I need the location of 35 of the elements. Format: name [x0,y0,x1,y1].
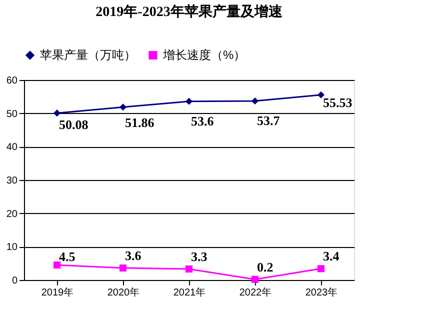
data-label: 3.3 [191,249,208,264]
x-tick-label: 2019年 [41,286,74,298]
data-label: 3.6 [125,248,142,263]
point [251,97,259,105]
legend-label: 苹果产量（万吨） [40,48,136,62]
data-label: 55.53 [323,94,353,110]
y-tick-label: 20 [6,208,18,220]
y-tick-label: 60 [6,76,18,86]
x-tick-label: 2020年 [107,286,140,298]
data-label: 3.4 [323,248,340,264]
y-tick-label: 30 [6,176,18,186]
point [53,110,61,117]
point [317,91,325,98]
point [185,265,193,273]
x-tick-label: 2021年 [173,286,206,298]
data-label: 53.7 [257,113,280,128]
y-tick-label: 50 [6,108,18,120]
point [119,264,127,272]
chart-title: 2019年-2023年苹果产量及增速 [96,3,284,20]
x-tick-label: 2022年 [239,286,272,298]
legend-label: 增长速度（%） [162,48,246,62]
point [317,265,325,272]
y-tick-label: 40 [6,142,18,154]
point [53,261,61,269]
data-label: 50.08 [59,117,89,132]
data-label: 53.6 [191,113,214,128]
point [185,98,193,105]
data-label: 51.86 [125,115,155,130]
data-label: 4.5 [59,249,76,264]
x-tick-label: 2023年 [305,286,338,298]
y-tick-label: 0 [12,276,18,286]
data-label: 0.2 [257,259,274,274]
y-tick-label: 10 [6,242,18,254]
point [251,276,259,283]
point [119,104,127,111]
